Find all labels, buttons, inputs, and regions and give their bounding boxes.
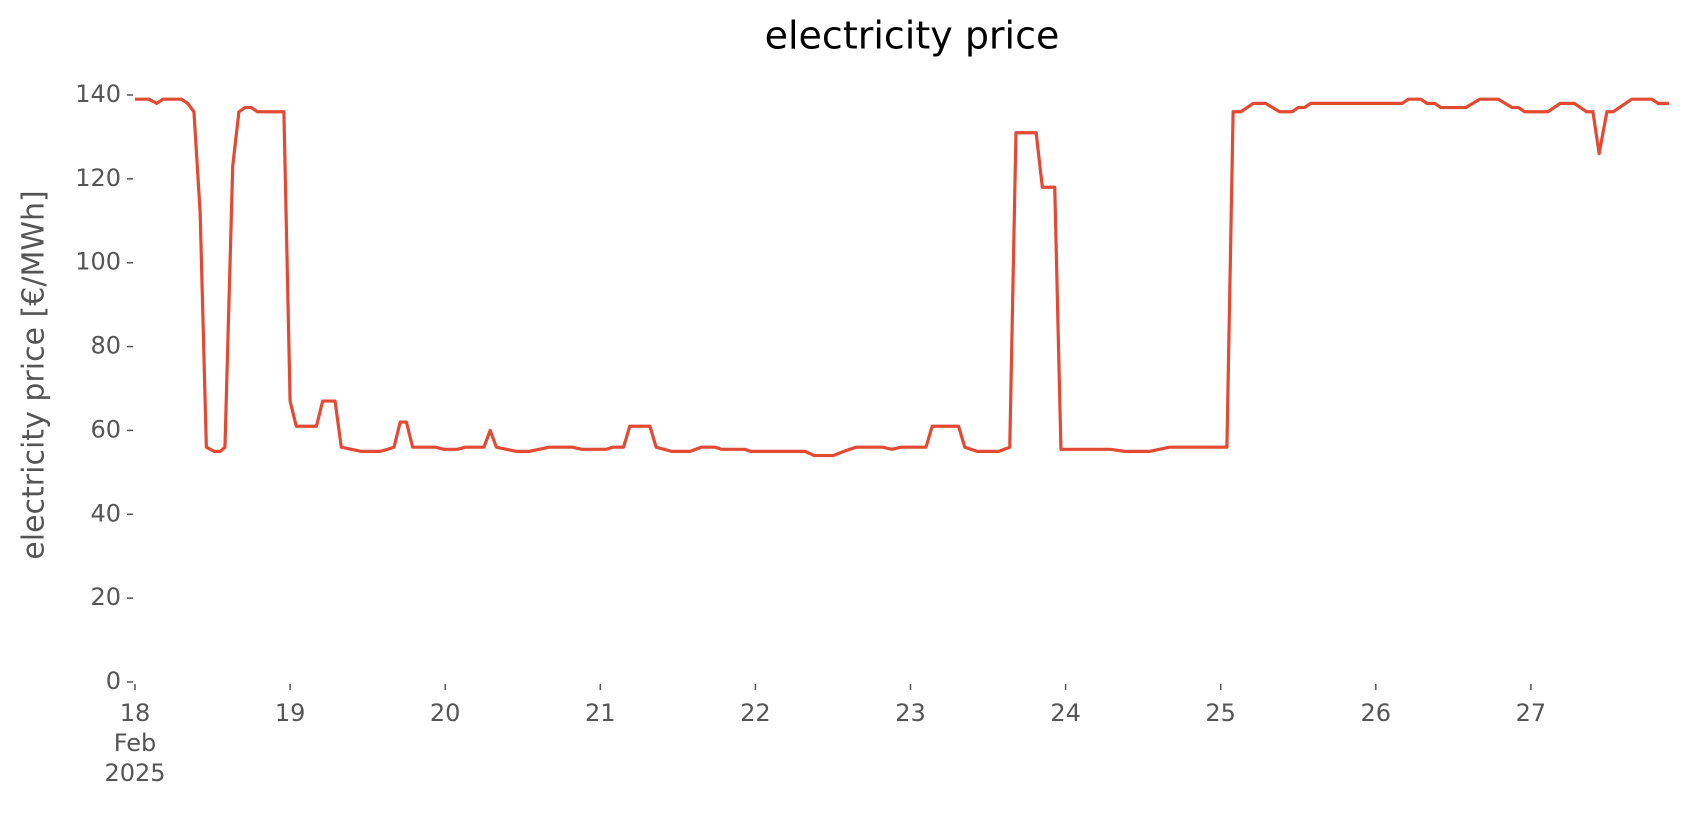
x-tick-label: 18 Feb 2025 <box>104 699 166 787</box>
x-tick-label: 25 <box>1205 699 1236 727</box>
y-axis-label: electricity price [€/MWh] <box>17 190 52 559</box>
x-tick-label: 24 <box>1050 699 1081 727</box>
y-tick-label: 20 <box>90 583 121 611</box>
y-tick-label: 120 <box>75 164 121 192</box>
y-tick-label: 80 <box>90 332 121 360</box>
chart-title: electricity price <box>765 14 1060 58</box>
x-tick-label: 20 <box>429 699 461 727</box>
x-tick-label: 27 <box>1515 699 1547 727</box>
x-tick-label: 21 <box>585 699 616 727</box>
line <box>135 97 1669 458</box>
y-tick-label: 100 <box>75 248 121 276</box>
x-tick-label: 23 <box>895 699 926 727</box>
x-tick-label: 22 <box>740 699 771 727</box>
y-tick-label: 0 <box>106 667 121 695</box>
x-tick-label: 26 <box>1360 699 1392 727</box>
y-tick-label: 140 <box>75 80 121 108</box>
x-tick-label: 19 <box>274 699 306 727</box>
y-tick-label: 60 <box>90 415 121 443</box>
y-tick-label: 40 <box>90 499 121 527</box>
